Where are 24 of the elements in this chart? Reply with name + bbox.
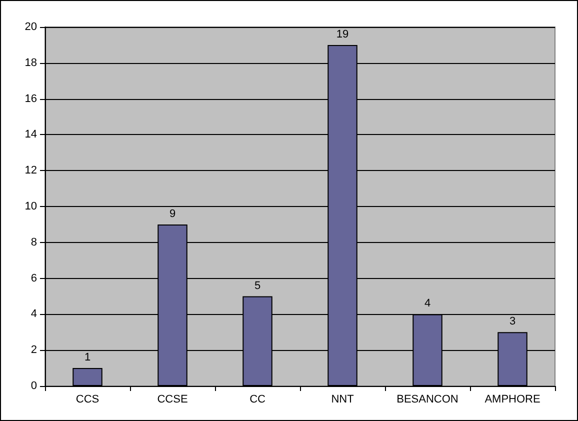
x-tick-label: CC [250, 394, 266, 406]
data-label: 19 [336, 28, 349, 40]
y-tick-label: 10 [24, 200, 37, 212]
x-tick-label: CCSE [157, 394, 188, 406]
x-tick-label: CCS [76, 394, 100, 406]
y-tick-label: 2 [30, 344, 37, 356]
y-tick-label: 6 [30, 272, 37, 284]
y-tick-label: 18 [24, 56, 37, 69]
y-tick-label: 16 [24, 92, 37, 105]
data-label: 5 [254, 280, 261, 292]
bar [72, 368, 102, 386]
x-tick-label: NNT [331, 394, 354, 406]
data-label: 9 [169, 208, 176, 220]
data-label: 1 [84, 352, 91, 364]
data-label: 4 [424, 298, 431, 310]
y-tick-label: 12 [24, 164, 37, 177]
y-tick-label: 14 [24, 128, 37, 141]
x-tick-label: BESANCON [396, 394, 458, 406]
y-tick-label: 20 [24, 21, 37, 33]
x-tick-label: AMPHORE [484, 394, 540, 406]
y-tick-label: 8 [30, 236, 37, 248]
y-tick-label: 0 [30, 380, 37, 392]
data-label: 3 [509, 316, 516, 328]
y-tick-label: 4 [30, 308, 37, 320]
